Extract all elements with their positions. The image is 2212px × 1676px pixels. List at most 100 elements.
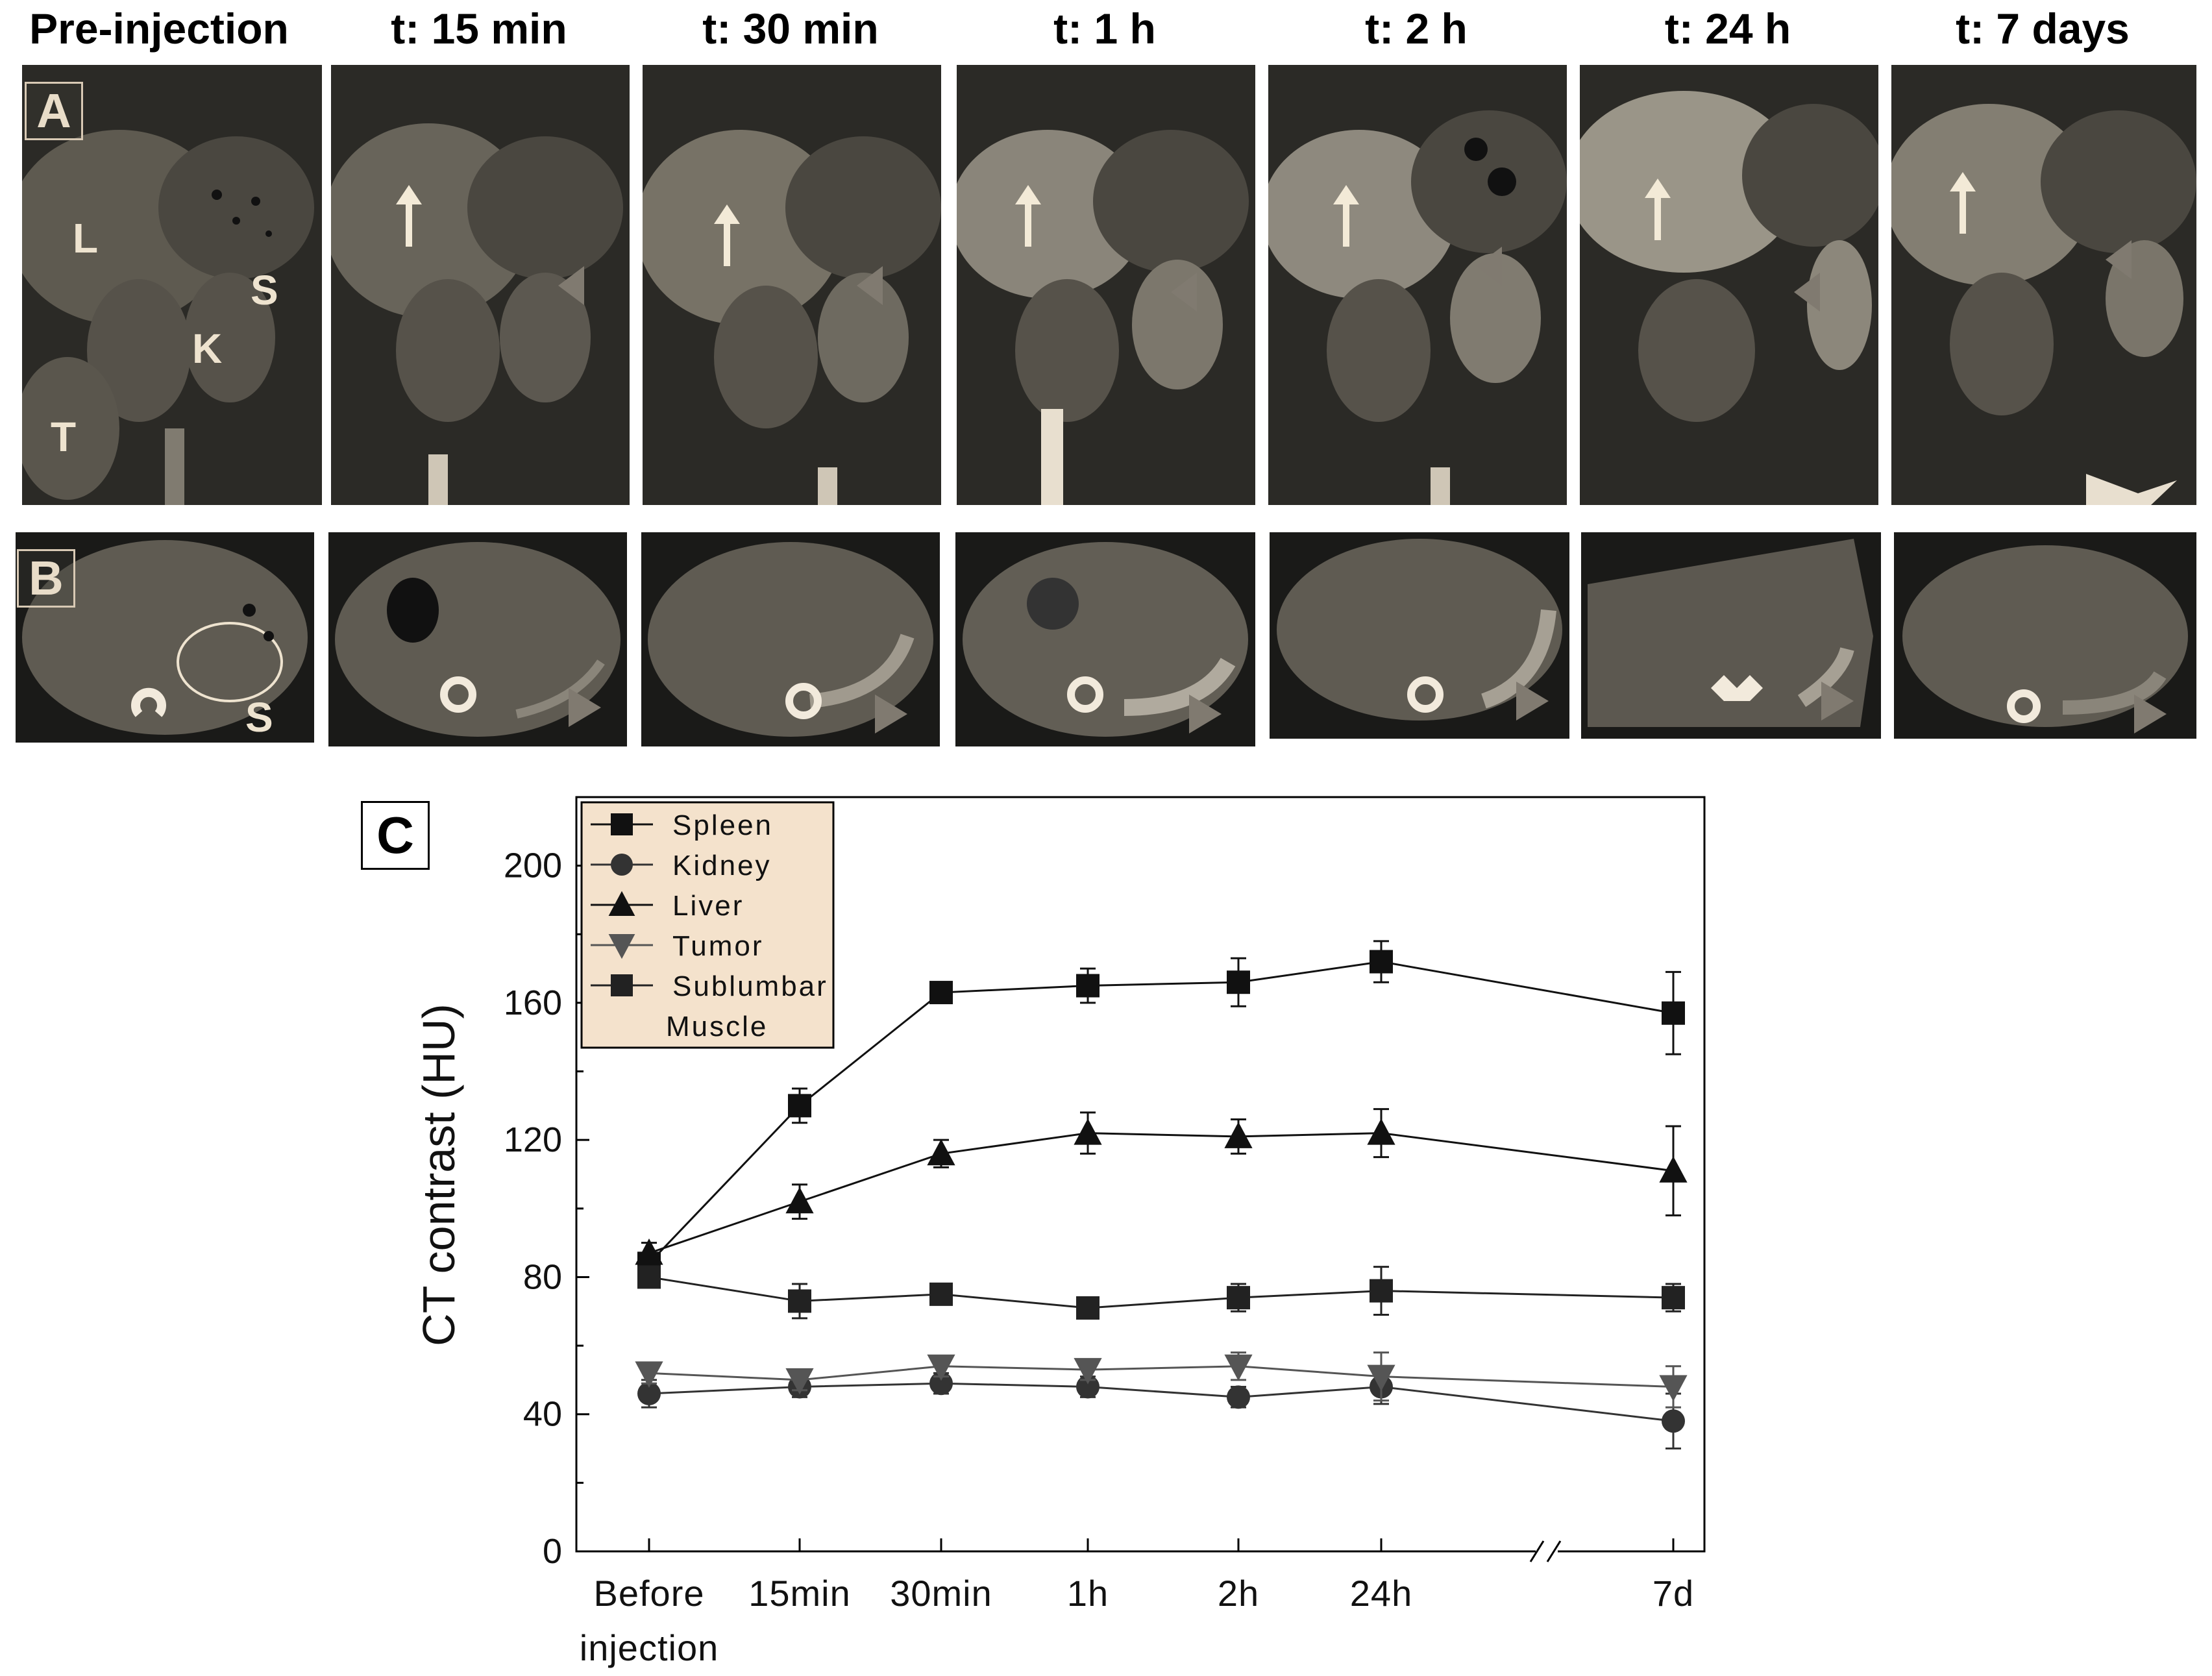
- data-point-tumor: [1367, 1364, 1395, 1392]
- ct-coronal-drawing: [957, 65, 1255, 505]
- axis-break-mark: [1546, 1540, 1562, 1562]
- organ-label-tumor: T: [51, 413, 77, 460]
- data-point-liver: [785, 1187, 814, 1214]
- ct-axial-drawing: [328, 532, 627, 746]
- data-point-sublumbar-muscle: [1370, 1279, 1393, 1303]
- ct-axial-pre-injection: [16, 532, 314, 743]
- x-tick-label: Before injection: [580, 1573, 719, 1668]
- x-tick-label: 2h: [1218, 1573, 1259, 1614]
- column-header-15min: t: 15 min: [391, 5, 567, 53]
- ct-axial-7days: [1894, 532, 2196, 739]
- ct-coronal-drawing: [643, 65, 941, 505]
- legend-label: Spleen: [672, 809, 773, 841]
- x-tick-label: 30min: [890, 1573, 992, 1614]
- plot-frame: [575, 796, 1706, 1553]
- data-point-sublumbar-muscle: [1227, 1286, 1250, 1310]
- x-tick-label: 7d: [1653, 1573, 1694, 1614]
- panel-c-letter: C: [361, 801, 430, 870]
- data-point-tumor: [1659, 1375, 1688, 1401]
- data-point-tumor: [635, 1361, 663, 1388]
- ct-coronal-1h: [957, 65, 1255, 505]
- ct-axial-drawing: [16, 532, 314, 743]
- data-point-kidney: [1227, 1385, 1250, 1409]
- ct-axial-drawing: [641, 532, 940, 746]
- legend-label: Sublumbar Muscle: [666, 970, 828, 1042]
- legend-label: Kidney: [672, 850, 772, 881]
- data-point-tumor: [1224, 1354, 1253, 1381]
- data-point-sublumbar-muscle: [1076, 1296, 1100, 1320]
- ct-axial-drawing: [1894, 532, 2196, 739]
- data-point-liver: [635, 1238, 663, 1265]
- data-point-kidney: [1076, 1375, 1100, 1399]
- ct-axial-24h: [1581, 532, 1881, 739]
- y-tick-label: 80: [523, 1257, 562, 1296]
- ct-axial-1h: [955, 532, 1255, 746]
- data-point-liver: [1659, 1156, 1688, 1183]
- ct-axial-drawing: [1581, 532, 1881, 739]
- y-tick-label: 160: [504, 983, 562, 1022]
- x-tick-label: 15min: [748, 1573, 851, 1614]
- data-point-liver: [1074, 1118, 1102, 1145]
- organ-label-kidney: K: [192, 325, 223, 372]
- legend-marker: [611, 974, 633, 996]
- data-point-spleen: [1227, 970, 1250, 994]
- column-header-1h: t: 1 h: [1053, 5, 1156, 53]
- organ-label-spleen-axial: S: [245, 694, 273, 741]
- y-axis-label: CT contrast (HU): [413, 1004, 464, 1346]
- organ-label-spleen: S: [251, 267, 278, 314]
- y-tick-label: 120: [504, 1120, 562, 1159]
- data-point-spleen: [1370, 950, 1393, 974]
- data-point-tumor: [1074, 1358, 1102, 1385]
- ct-axial-15min: [328, 532, 627, 746]
- legend-label: Liver: [672, 890, 744, 922]
- x-tick-label: 24h: [1350, 1573, 1412, 1614]
- axis-break-mark: [1529, 1540, 1545, 1562]
- ct-axial-2h: [1270, 532, 1569, 739]
- ct-coronal-7days: [1891, 65, 2196, 505]
- y-tick-label: 200: [504, 846, 562, 885]
- data-point-sublumbar-muscle: [788, 1289, 811, 1313]
- data-point-liver: [927, 1139, 955, 1166]
- column-header-7days: t: 7 days: [1956, 5, 2130, 53]
- data-point-spleen: [788, 1094, 811, 1118]
- ct-coronal-30min: [643, 65, 941, 505]
- ct-coronal-drawing: [1580, 65, 1878, 505]
- data-point-spleen: [929, 981, 953, 1005]
- y-tick-label: 0: [543, 1532, 562, 1571]
- ct-coronal-15min: [331, 65, 630, 505]
- data-point-sublumbar-muscle: [1662, 1286, 1685, 1310]
- data-point-sublumbar-muscle: [637, 1265, 661, 1289]
- legend-marker: [608, 934, 635, 959]
- column-header-24h: t: 24 h: [1664, 5, 1791, 53]
- data-point-spleen: [1662, 1001, 1685, 1025]
- legend-marker: [611, 854, 633, 876]
- ct-coronal-pre-injection: [22, 65, 322, 505]
- ct-coronal-2h: [1268, 65, 1567, 505]
- legend-marker: [611, 813, 633, 835]
- x-tick-label: 1h: [1067, 1573, 1109, 1614]
- ct-coronal-24h: [1580, 65, 1878, 505]
- data-point-kidney: [1662, 1409, 1685, 1433]
- data-point-sublumbar-muscle: [929, 1282, 953, 1306]
- ct-axial-drawing: [1270, 532, 1569, 739]
- column-header-2h: t: 2 h: [1365, 5, 1468, 53]
- column-header-30min: t: 30 min: [702, 5, 879, 53]
- data-point-liver: [1367, 1118, 1395, 1145]
- column-header-pre-injection: Pre-injection: [29, 5, 289, 53]
- legend-label: Tumor: [672, 930, 764, 962]
- data-point-liver: [1224, 1122, 1253, 1148]
- ct-axial-30min: [641, 532, 940, 746]
- ct-coronal-drawing: [1268, 65, 1567, 505]
- ct-coronal-drawing: [1891, 65, 2196, 505]
- ct-coronal-drawing: [331, 65, 630, 505]
- legend-box: [580, 801, 835, 1049]
- legend-marker: [608, 891, 635, 916]
- data-point-tumor: [785, 1368, 814, 1395]
- ct-axial-drawing: [955, 532, 1255, 746]
- row-b-letter: B: [17, 549, 75, 608]
- organ-label-liver: L: [73, 215, 99, 262]
- data-point-spleen: [1076, 974, 1100, 998]
- row-a-letter: A: [25, 82, 83, 140]
- data-point-kidney: [929, 1372, 953, 1396]
